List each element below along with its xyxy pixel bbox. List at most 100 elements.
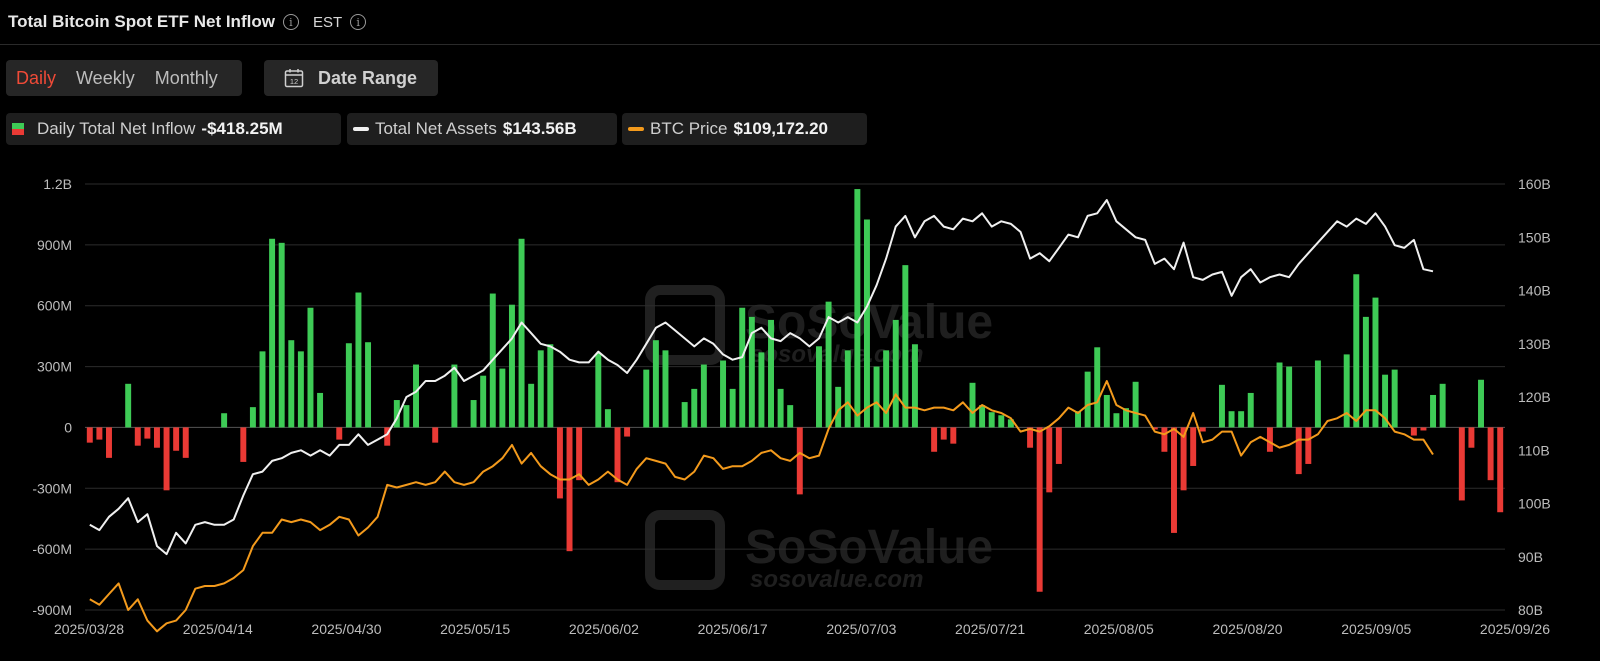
timezone-info-icon[interactable]: i (350, 14, 367, 30)
inflow-bar (988, 412, 995, 428)
inflow-bar (1027, 427, 1034, 448)
inflow-bar (1410, 427, 1417, 436)
inflow-bar (998, 415, 1005, 428)
total-net-assets-line (89, 199, 1434, 556)
inflow-bar (1171, 427, 1177, 533)
x-tick-label: 2025/08/05 (1084, 621, 1154, 637)
inflow-bar (729, 388, 736, 428)
inflow-bar (1276, 362, 1283, 428)
tab-weekly[interactable]: Weekly (76, 67, 135, 88)
inflow-bar (825, 301, 832, 428)
x-tick-label: 2025/06/02 (569, 621, 639, 637)
inflow-bar (1372, 297, 1379, 428)
x-tick-label: 2025/07/21 (955, 621, 1025, 637)
inflow-bar (796, 427, 803, 495)
inflow-bar (432, 427, 439, 443)
inflow-bar (1075, 411, 1082, 428)
inflow-bar (739, 307, 746, 428)
inflow-bar (1190, 427, 1197, 466)
inflow-bar (1103, 394, 1110, 428)
inflow-bar (604, 409, 611, 428)
inflow-bar (508, 304, 515, 428)
inflow-bar (336, 427, 343, 440)
inflow-bar (1247, 392, 1254, 428)
calendar-icon: 12 (284, 69, 304, 88)
inflow-bar (1055, 427, 1062, 464)
inflow-bar (537, 350, 544, 428)
inflow-bar (854, 189, 861, 428)
y-left-tick-label: -600M (32, 541, 72, 557)
inflow-bar (1353, 274, 1360, 428)
inflow-bar (288, 340, 295, 428)
watermark: SoSoValuesosovalue.comSoSoValuesosovalue… (645, 285, 993, 593)
tab-daily[interactable]: Daily (16, 67, 57, 88)
date-range-button[interactable]: 12 Date Range (264, 60, 438, 96)
inflow-bar (844, 350, 851, 428)
inflow-bar (451, 364, 458, 428)
inflow-bar (1151, 427, 1158, 430)
inflow-bar (259, 351, 266, 428)
inflow-bar (393, 400, 400, 428)
inflow-bar (1084, 371, 1091, 428)
inflow-bar (681, 402, 688, 428)
inflow-bar (1362, 316, 1369, 428)
inflow-bar (1123, 408, 1129, 428)
watermark-logo-icon (645, 510, 725, 590)
info-icon[interactable]: i (282, 14, 299, 30)
inflow-bar (547, 344, 554, 428)
timezone-label: EST (312, 13, 343, 31)
inflow-bar (528, 383, 535, 428)
inflow-bar (1161, 427, 1168, 452)
tab-monthly[interactable]: Monthly (154, 67, 218, 88)
inflow-bar (240, 427, 247, 462)
y-right-tick-label: 120B (1518, 389, 1551, 405)
inflow-bar (1113, 413, 1120, 428)
inflow-bar (278, 242, 285, 428)
inflow-bar (720, 360, 727, 428)
legend-inflow-value: -$418.25M (201, 119, 283, 138)
y-right-tick-label: 150B (1518, 229, 1551, 245)
inflow-bar (1036, 427, 1043, 592)
y-right-tick-label: 160B (1518, 176, 1551, 192)
inflow-bar (384, 427, 391, 446)
inflow-bar (979, 405, 986, 428)
lines (89, 199, 1434, 633)
inflow-bar (480, 375, 487, 428)
date-range-label: Date Range (318, 67, 418, 88)
y-right-tick-label: 110B (1518, 442, 1550, 458)
inflow-bar (576, 427, 583, 481)
watermark-url: sosovalue.com (750, 566, 923, 593)
inflow-bar (1218, 384, 1225, 428)
inflow-bar (297, 351, 304, 428)
inflow-bar (1132, 381, 1139, 428)
inflow-bar (470, 400, 477, 428)
inflow-bar (652, 340, 659, 428)
watermark-brand: SoSoValue (745, 521, 993, 574)
x-tick-label: 2025/09/05 (1341, 621, 1411, 637)
legend-price-label: BTC Price (650, 119, 728, 138)
inflow-bar (1238, 411, 1245, 428)
inflow-bar (1458, 427, 1465, 501)
inflow-bar (182, 427, 189, 458)
y-left-tick-label: 900M (37, 237, 72, 253)
legend-price-value: $109,172.20 (733, 119, 829, 138)
svg-text:12: 12 (290, 77, 298, 86)
legend-inflow-label: Daily Total Net Inflow (37, 119, 196, 138)
x-tick-label: 2025/04/14 (183, 621, 253, 637)
title-bar: Total Bitcoin Spot ETF Net Inflow i EST … (0, 0, 1600, 45)
x-tick-label: 2025/03/28 (54, 621, 124, 637)
inflow-bar (96, 427, 103, 440)
inflow-bar (566, 427, 573, 552)
inflow-bar (317, 392, 324, 428)
inflow-bar (499, 368, 506, 428)
y-left-tick-label: 1.2B (43, 176, 72, 192)
inflow-bar (106, 427, 112, 458)
inflow-bar (624, 427, 631, 437)
inflow-bar (134, 427, 141, 446)
y-left-tick-label: -300M (32, 480, 72, 496)
legend-assets[interactable]: Total Net Assets $143.56B (347, 113, 617, 145)
legend-price[interactable]: BTC Price $109,172.20 (622, 113, 867, 145)
legend-inflow[interactable]: Daily Total Net Inflow -$418.25M (6, 113, 341, 145)
inflow-bar (1497, 427, 1504, 513)
